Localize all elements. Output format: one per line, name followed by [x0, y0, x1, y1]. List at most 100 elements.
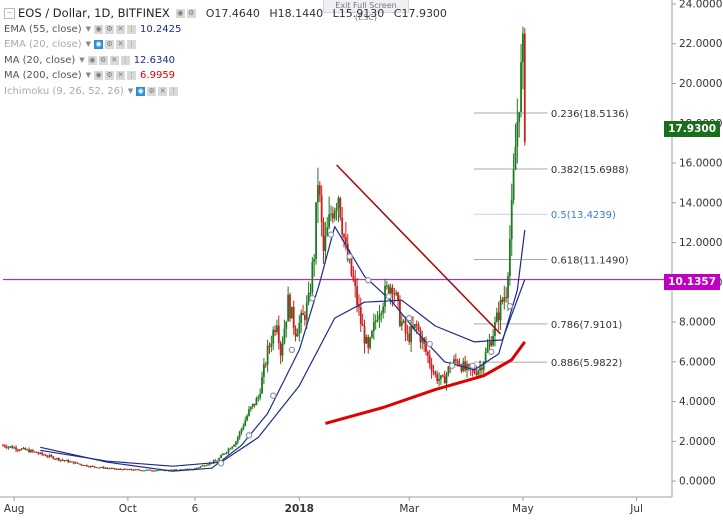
candle-body — [376, 319, 379, 321]
symbol-tools[interactable]: ◉ ⚙ — [175, 9, 196, 19]
candle-body — [262, 364, 265, 378]
candle-body — [201, 465, 204, 467]
candle-body — [456, 360, 459, 364]
candle-body — [294, 327, 297, 337]
candle-body — [46, 456, 49, 458]
candle-body — [346, 243, 349, 260]
y-tick-label: 8.0000 — [679, 317, 716, 329]
y-tick-label: 14.0000 — [679, 197, 722, 209]
candle-body — [2, 445, 4, 447]
close-icon: ✕ — [109, 55, 119, 65]
candle-body — [67, 460, 70, 463]
candle-body — [41, 452, 44, 455]
candle-body — [518, 111, 521, 122]
exit-fullscreen-button[interactable]: Exit Full Screen (ESC) — [323, 0, 409, 22]
candle-body — [516, 121, 519, 147]
candle-body — [358, 305, 360, 308]
ema20-dot — [448, 362, 456, 369]
candle-body — [158, 469, 161, 471]
candle-body — [477, 370, 480, 375]
candle-body — [361, 323, 364, 327]
candle-body — [61, 459, 64, 461]
y-tick-label: 4.0000 — [679, 396, 716, 408]
gear-icon: ⚙ — [186, 9, 196, 19]
candle-body — [507, 276, 509, 298]
candle-body — [100, 466, 103, 468]
candle-body — [382, 306, 385, 314]
dropdown-icon[interactable]: ▼ — [85, 24, 91, 33]
indicator-tools[interactable]: ◉ ⚙ ✕ ⋮ — [87, 55, 130, 65]
ema20-dot — [385, 293, 392, 300]
candle-body — [58, 458, 60, 461]
indicator-tools[interactable]: ◉ ⚙ ✕ ⋮ — [136, 86, 179, 96]
candle-body — [240, 428, 243, 432]
candle-body — [277, 325, 280, 344]
ema20-dot — [469, 362, 476, 369]
candle-body — [274, 330, 276, 332]
candle-body — [194, 468, 196, 470]
gear-icon: ⚙ — [98, 55, 108, 65]
candle-body — [322, 222, 325, 251]
x-tick-label: Jul — [629, 503, 643, 515]
more-icon: ⋮ — [127, 24, 136, 34]
close-icon: ✕ — [116, 24, 125, 34]
candle-body — [356, 286, 358, 306]
candle-body — [380, 313, 383, 315]
candle-body — [283, 328, 286, 344]
eye-icon: ◉ — [175, 9, 185, 19]
candle-body — [393, 293, 396, 295]
candle-body — [112, 468, 114, 470]
dropdown-icon[interactable]: ▼ — [127, 86, 134, 95]
candle-body — [33, 451, 36, 453]
collapse-icon[interactable]: − — [4, 8, 15, 20]
candle-body — [324, 235, 327, 251]
x-tick-label: Aug — [4, 503, 25, 515]
candle-body — [99, 467, 101, 469]
candle-body — [5, 446, 8, 448]
candle-body — [26, 449, 29, 451]
y-tick-label: 20.0000 — [679, 78, 722, 90]
dropdown-icon[interactable]: ▼ — [85, 40, 91, 48]
candle-body — [229, 448, 232, 450]
indicator-row: EMA (20, close) ▼ ◉ ⚙ ✕ ⋮ — [4, 37, 453, 53]
candle-body — [251, 403, 254, 407]
candle-body — [249, 406, 252, 410]
indicator-tools[interactable]: ◉ ⚙ ✕ ⋮ — [94, 40, 136, 50]
candle-body — [121, 469, 124, 471]
candle-body — [134, 469, 137, 471]
candle-body — [65, 460, 68, 462]
more-icon: ⋮ — [120, 55, 130, 65]
dropdown-icon[interactable]: ▼ — [85, 71, 92, 79]
candle-body — [503, 297, 506, 302]
candle-body — [22, 447, 25, 449]
candle-body — [95, 467, 98, 469]
indicator-value: 12.6340 — [133, 54, 176, 66]
ema-price-tag: 10.1357 — [664, 274, 720, 290]
candle-body — [242, 425, 245, 429]
candle-body — [233, 444, 235, 447]
candle-body — [341, 217, 344, 235]
candle-body — [253, 403, 256, 406]
candle-body — [156, 470, 159, 472]
eye-icon: ◉ — [136, 86, 146, 96]
candle-body — [199, 466, 202, 468]
candle-body — [464, 361, 467, 371]
candle-body — [31, 449, 34, 452]
candle-body — [352, 275, 355, 280]
ema20-dot — [288, 346, 296, 354]
candle-body — [248, 409, 250, 416]
candle-body — [266, 346, 269, 365]
candle-body — [337, 198, 340, 209]
candle-body — [80, 464, 83, 466]
candle-body — [387, 285, 390, 297]
candle-body — [9, 446, 12, 448]
dropdown-icon[interactable]: ▼ — [79, 55, 85, 64]
more-icon: ⋮ — [169, 86, 179, 96]
indicator-tools[interactable]: ◉ ⚙ ✕ ⋮ — [94, 24, 136, 34]
candle-body — [85, 465, 88, 467]
candle-body — [395, 292, 398, 295]
gear-icon: ⚙ — [105, 40, 114, 50]
candle-body — [20, 448, 23, 451]
indicator-tools[interactable]: ◉ ⚙ ✕ ⋮ — [94, 71, 137, 81]
